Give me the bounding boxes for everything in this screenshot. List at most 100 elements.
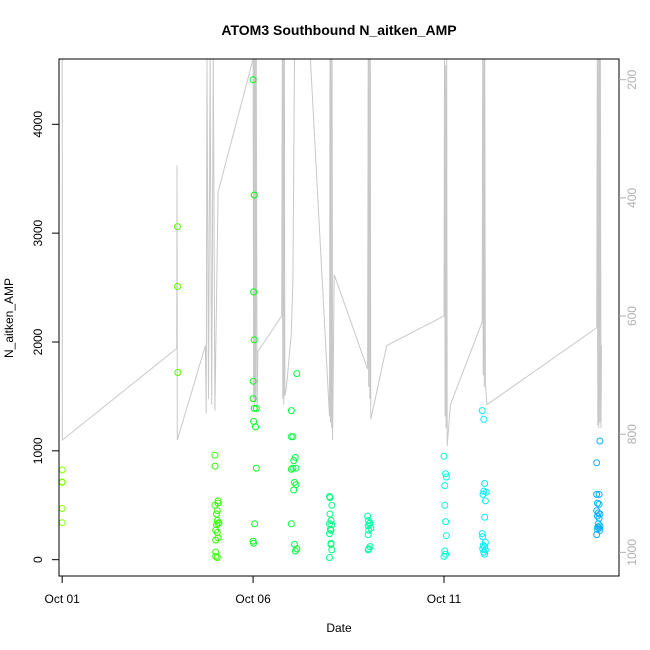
data-point — [290, 486, 298, 494]
right-tick-label: 200 — [625, 69, 639, 89]
data-point — [480, 415, 488, 423]
data-point — [364, 517, 372, 524]
y-tick-label: 4000 — [31, 111, 45, 138]
y-tick-label: 1000 — [31, 437, 45, 464]
data-point — [327, 517, 335, 524]
data-point — [442, 473, 450, 481]
data-point — [481, 497, 489, 505]
data-point — [441, 547, 449, 555]
chart-title: ATOM3 Southbound N_aitken_AMP — [221, 22, 456, 38]
right-tick-label: 1000 — [625, 539, 639, 566]
data-point — [440, 552, 448, 560]
data-point — [213, 517, 221, 524]
data-point — [328, 501, 336, 509]
data-point — [442, 518, 450, 526]
x-axis: Oct 01 Oct 06 Oct 11 — [45, 576, 462, 606]
data-point — [367, 524, 375, 532]
data-point — [58, 519, 66, 527]
y-tick-label: 2000 — [31, 328, 45, 355]
data-point — [250, 336, 258, 344]
data-point — [214, 534, 222, 542]
data-point — [249, 395, 257, 403]
data-point — [213, 507, 221, 515]
data-point — [214, 499, 222, 507]
data-point — [287, 520, 295, 528]
data-point — [481, 546, 489, 554]
data-point — [326, 554, 333, 561]
y-axis-label: N_aitken_AMP — [2, 278, 16, 358]
data-point — [595, 490, 603, 498]
right-tick-label: 400 — [625, 188, 639, 208]
data-point — [364, 531, 372, 539]
data-point — [478, 407, 486, 415]
data-point — [249, 76, 257, 84]
data-point — [174, 283, 181, 290]
data-point — [252, 404, 260, 412]
data-point — [58, 466, 66, 474]
data-point — [441, 482, 449, 490]
data-point — [214, 520, 222, 528]
data-point — [289, 464, 297, 472]
data-point — [442, 470, 450, 478]
data-point — [441, 501, 449, 509]
x-tick-label: Oct 01 — [45, 592, 81, 606]
data-point — [326, 530, 333, 538]
pressure-trace-line — [61, 58, 602, 447]
data-point — [293, 370, 301, 378]
data-point — [249, 377, 257, 385]
data-point — [174, 223, 181, 231]
data-point — [292, 464, 300, 472]
x-tick-label: Oct 11 — [427, 592, 462, 606]
x-axis-label: Date — [326, 621, 352, 635]
data-point — [481, 513, 489, 521]
data-point — [252, 423, 259, 431]
y-axis-left: 0 1000 2000 3000 4000 — [31, 111, 59, 563]
data-point — [594, 499, 601, 507]
data-point — [250, 404, 258, 412]
points-layer — [58, 76, 604, 561]
plot-frame — [58, 58, 620, 577]
y-tick-label: 0 — [31, 556, 45, 563]
data-point — [58, 505, 66, 512]
data-point — [593, 531, 601, 539]
data-point — [287, 407, 295, 415]
data-point — [213, 529, 221, 536]
data-point — [594, 509, 602, 517]
data-point — [213, 554, 221, 561]
data-point — [364, 512, 372, 520]
y-axis-right: 200 400 600 800 1000 — [619, 69, 639, 566]
data-point — [252, 464, 260, 472]
data-point — [174, 369, 182, 376]
data-point — [442, 532, 450, 540]
data-point — [250, 191, 258, 199]
data-point — [481, 480, 489, 487]
data-point — [214, 497, 222, 505]
data-point — [440, 452, 448, 460]
data-point — [213, 510, 220, 518]
data-point — [594, 512, 601, 520]
data-point — [593, 490, 601, 498]
x-tick-label: Oct 06 — [235, 592, 271, 606]
data-point — [291, 547, 299, 555]
data-point — [364, 546, 372, 554]
data-point — [593, 459, 601, 467]
data-point — [212, 526, 220, 534]
data-point — [211, 451, 219, 459]
data-point — [326, 494, 334, 502]
data-point — [212, 536, 220, 544]
data-point — [287, 465, 295, 473]
data-point — [326, 510, 334, 518]
data-point — [596, 437, 604, 445]
data-point — [289, 433, 297, 441]
data-point — [479, 542, 487, 549]
y-tick-label: 3000 — [31, 219, 45, 246]
data-point — [250, 539, 258, 547]
data-point — [211, 462, 219, 470]
data-point — [595, 500, 603, 508]
data-point — [328, 546, 336, 554]
data-point — [479, 490, 487, 498]
data-point — [212, 552, 220, 560]
data-point — [478, 530, 486, 538]
data-point — [479, 533, 487, 541]
